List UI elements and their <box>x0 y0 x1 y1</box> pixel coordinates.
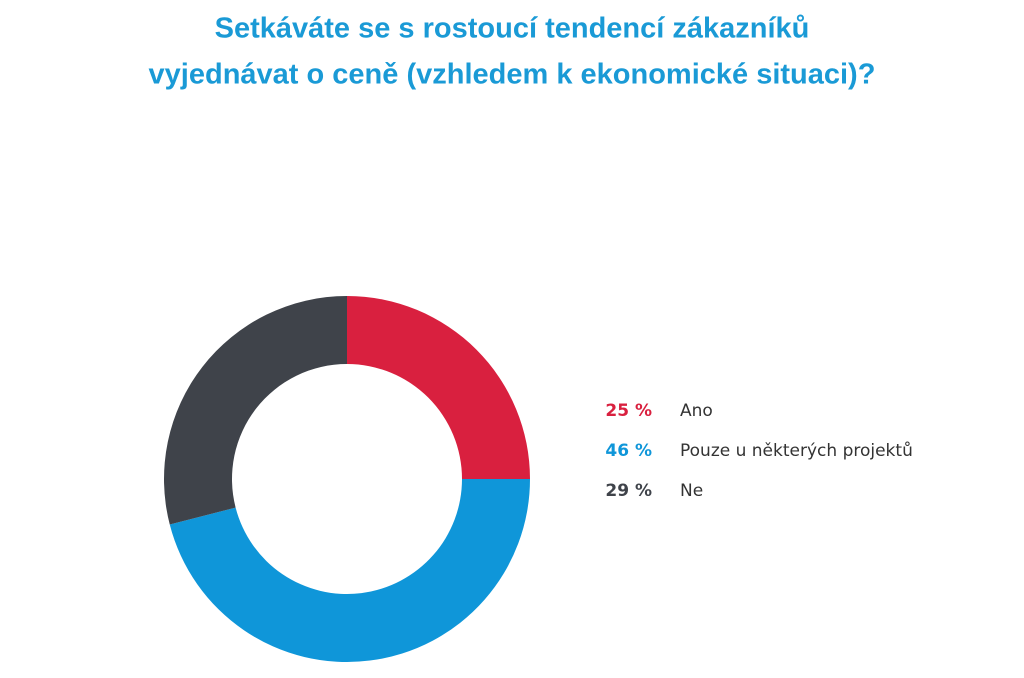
legend-value: 25 % <box>605 401 652 421</box>
chart-title: Setkáváte se s rostoucí tendencí zákazní… <box>215 13 810 45</box>
donut-segment <box>347 296 530 479</box>
legend-value: 46 % <box>605 441 652 461</box>
donut-segment <box>164 296 347 525</box>
legend-label: Ano <box>680 401 713 421</box>
donut-segment <box>169 479 531 662</box>
legend-label: Ne <box>680 481 703 501</box>
chart-title: vyjednávat o ceně (vzhledem k ekonomické… <box>149 59 876 91</box>
legend-label: Pouze u některých projektů <box>680 441 913 461</box>
legend-value: 29 % <box>605 481 652 501</box>
